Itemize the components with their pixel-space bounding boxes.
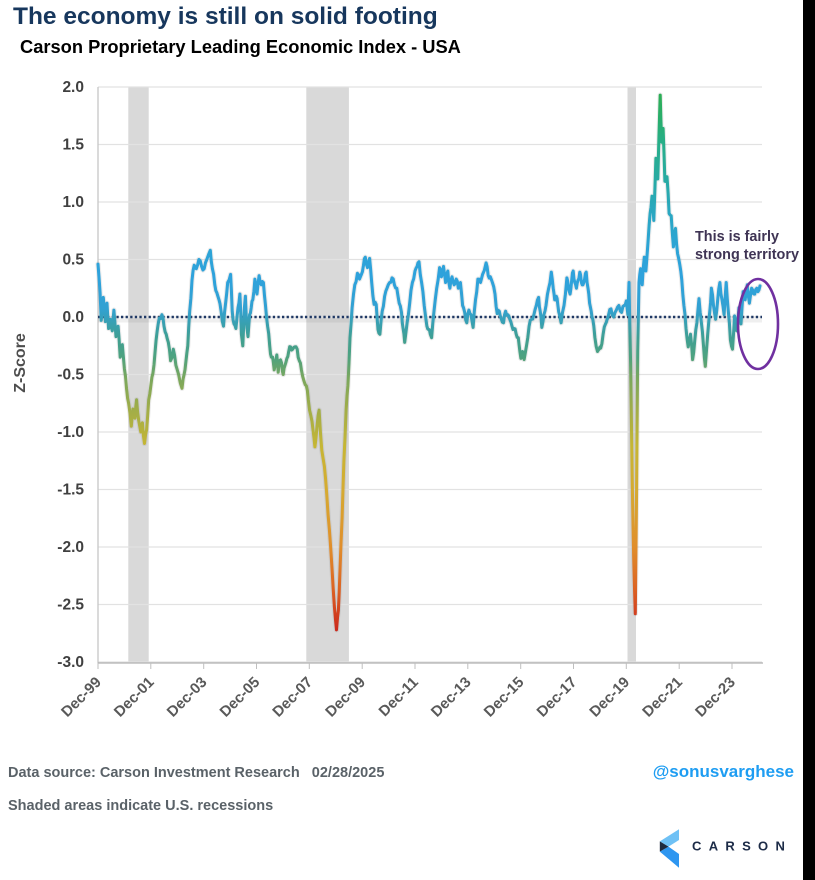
- svg-text:Dec-09: Dec-09: [322, 674, 369, 721]
- svg-text:CARSON: CARSON: [692, 838, 792, 853]
- svg-text:Dec-05: Dec-05: [217, 674, 264, 721]
- svg-text:-2.5: -2.5: [57, 597, 84, 614]
- svg-text:Dec-11: Dec-11: [376, 674, 422, 720]
- svg-text:Dec-03: Dec-03: [164, 674, 211, 721]
- svg-text:0.0: 0.0: [62, 309, 84, 326]
- svg-text:2.0: 2.0: [62, 79, 84, 96]
- svg-text:Dec-23: Dec-23: [692, 674, 739, 721]
- svg-text:0.5: 0.5: [62, 252, 84, 269]
- svg-text:Dec-19: Dec-19: [586, 674, 633, 721]
- svg-text:Dec-13: Dec-13: [428, 674, 475, 721]
- svg-text:1.5: 1.5: [62, 137, 84, 154]
- svg-text:-0.5: -0.5: [57, 367, 84, 384]
- svg-text:Dec-07: Dec-07: [269, 674, 316, 721]
- svg-text:Dec-21: Dec-21: [639, 674, 686, 721]
- svg-text:Dec-15: Dec-15: [481, 674, 528, 721]
- svg-text:1.0: 1.0: [62, 194, 84, 211]
- svg-text:Dec-99: Dec-99: [58, 674, 105, 721]
- svg-text:-2.0: -2.0: [57, 539, 84, 556]
- svg-text:Dec-17: Dec-17: [534, 674, 581, 721]
- svg-text:-1.0: -1.0: [57, 424, 84, 441]
- svg-text:-3.0: -3.0: [57, 654, 84, 671]
- svg-text:-1.5: -1.5: [57, 482, 84, 499]
- svg-text:Dec-01: Dec-01: [111, 674, 158, 721]
- svg-text:Z-Score: Z-Score: [12, 333, 29, 393]
